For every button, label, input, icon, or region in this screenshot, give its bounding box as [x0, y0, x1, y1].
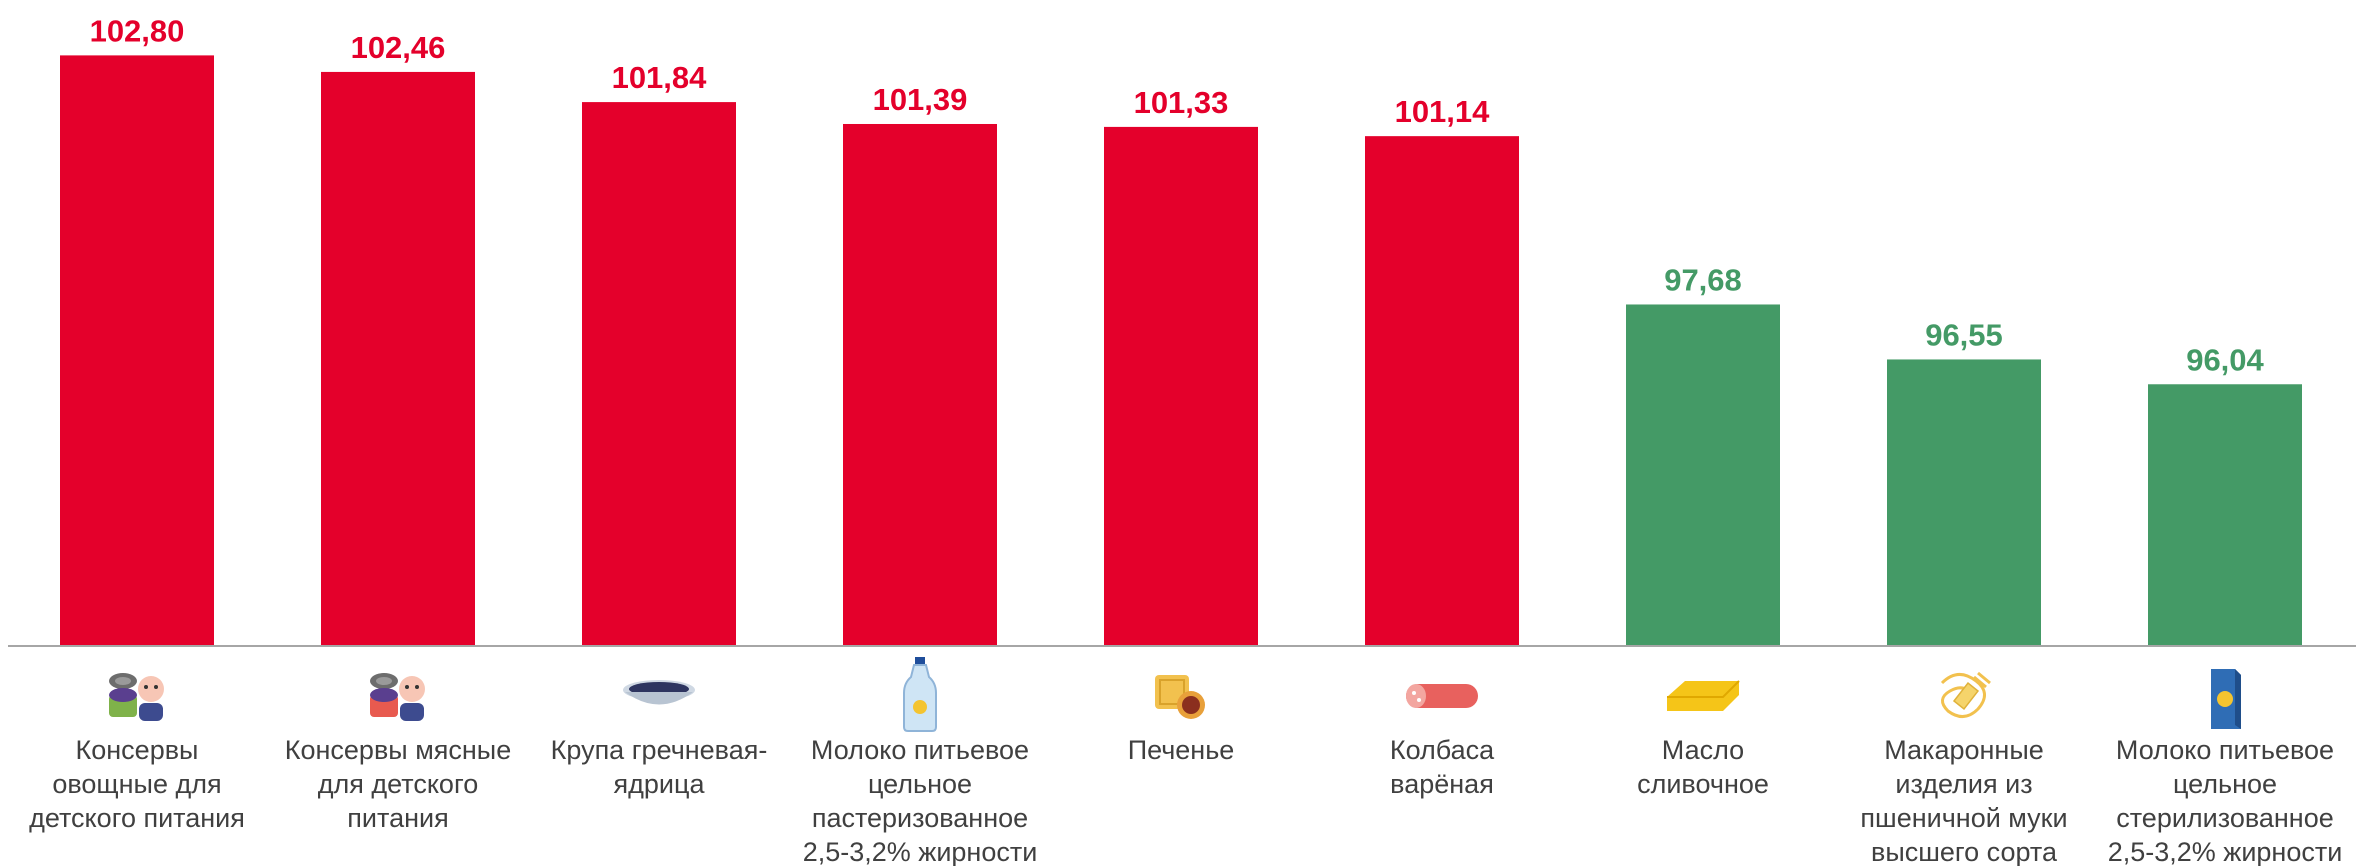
data-label: 97,68	[1664, 262, 1742, 297]
butter-icon	[1667, 680, 1740, 711]
bar	[1887, 359, 2041, 646]
data-label: 101,14	[1395, 94, 1491, 129]
bar	[1365, 136, 1519, 646]
boiled-sausage-icon	[1406, 684, 1478, 708]
bar	[2148, 384, 2302, 646]
canned-vegetables-baby-icon	[109, 673, 164, 721]
data-label: 96,04	[2186, 342, 2264, 377]
category-label: Консервы овощные для детского питания	[29, 735, 245, 833]
milk-bottle-icon	[903, 657, 937, 732]
bars-layer	[60, 55, 2302, 647]
data-label: 101,33	[1134, 85, 1229, 120]
data-label: 102,46	[351, 30, 446, 65]
category-label: Макаронные изделия из пшеничной муки высшег…	[1860, 735, 2067, 866]
cookie-icon	[1155, 675, 1205, 719]
canned-meat-baby-icon	[370, 673, 425, 721]
category-label: Печенье	[1128, 735, 1235, 765]
bar	[843, 123, 997, 647]
bar	[1104, 126, 1258, 647]
data-label: 102,80	[90, 13, 185, 48]
category-label: Колбаса варёная	[1390, 735, 1495, 799]
category-label: Молоко питьевое цельное стерилизованное 2,5…	[2108, 735, 2343, 866]
value-labels-layer: 102,80 102,46 101,84 101,39 101,33 101,14 97,6…	[90, 13, 2265, 377]
pasta-icon	[1940, 671, 1991, 718]
bar	[60, 55, 214, 647]
category-labels-layer: Консервы овощные для детского питания Консе…	[29, 735, 2342, 866]
category-label: Масло сливочное	[1637, 735, 1769, 799]
category-label: Молоко питьевое цельное пастеризованное 2,5…	[803, 735, 1038, 866]
bar	[582, 102, 736, 646]
data-label: 101,39	[873, 82, 968, 117]
icons-layer	[109, 657, 2241, 732]
data-label: 101,84	[612, 60, 708, 95]
category-label: Консервы мясные для детского питания	[285, 735, 511, 833]
bar	[321, 71, 475, 647]
bar	[1626, 304, 1780, 646]
buckwheat-bowl-icon	[623, 680, 695, 705]
category-label: Крупа гречневая-ядрица	[551, 735, 768, 799]
data-label: 96,55	[1925, 317, 2003, 352]
milk-carton-icon	[2211, 669, 2241, 729]
